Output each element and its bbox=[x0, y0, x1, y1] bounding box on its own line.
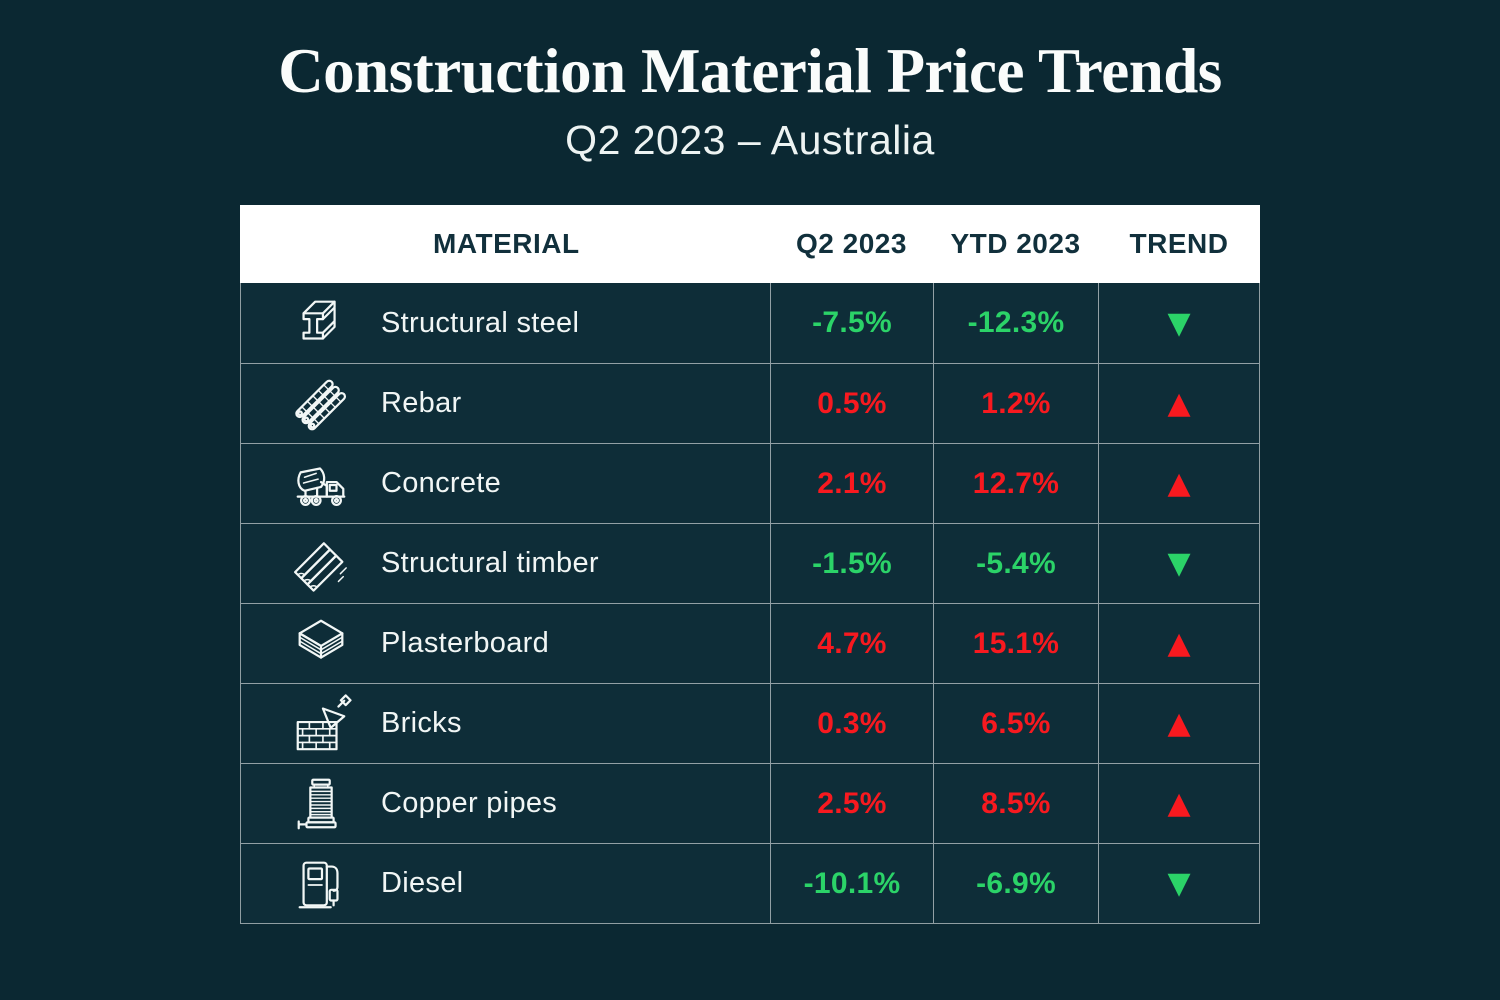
rebar-icon bbox=[289, 372, 353, 436]
material-label: Diesel bbox=[381, 867, 464, 899]
q2-value: 4.7% bbox=[770, 604, 933, 683]
material-label: Rebar bbox=[381, 387, 462, 419]
table-row: Rebar 0.5% 1.2% ▲ bbox=[241, 363, 1259, 443]
q2-value: 0.5% bbox=[770, 364, 933, 443]
column-header-ytd: YTD 2023 bbox=[950, 228, 1081, 259]
q2-value: -10.1% bbox=[770, 844, 933, 923]
diesel-pump-icon bbox=[289, 852, 353, 916]
trend-down-indicator: ▼ bbox=[1098, 524, 1259, 603]
table-row: Bricks 0.3% 6.5% ▲ bbox=[241, 683, 1259, 763]
column-header-q2: Q2 2023 bbox=[796, 228, 907, 259]
q2-value: 2.5% bbox=[770, 764, 933, 843]
trend-up-indicator: ▲ bbox=[1098, 604, 1259, 683]
ytd-value: 1.2% bbox=[933, 364, 1098, 443]
material-label: Concrete bbox=[381, 467, 502, 499]
ytd-value: 15.1% bbox=[933, 604, 1098, 683]
table-row: Copper pipes 2.5% 8.5% ▲ bbox=[241, 763, 1259, 843]
q2-value: 2.1% bbox=[770, 444, 933, 523]
q2-value: 0.3% bbox=[770, 684, 933, 763]
material-label: Copper pipes bbox=[381, 787, 558, 819]
page-subtitle: Q2 2023 – Australia bbox=[565, 117, 935, 163]
copper-pipes-icon bbox=[289, 772, 353, 836]
concrete-mixer-icon bbox=[289, 452, 353, 516]
material-label: Bricks bbox=[381, 707, 462, 739]
trend-down-indicator: ▼ bbox=[1098, 283, 1259, 363]
trend-up-indicator: ▲ bbox=[1098, 444, 1259, 523]
ytd-value: 6.5% bbox=[933, 684, 1098, 763]
table-header-row: MATERIAL Q2 2023 YTD 2023 TREND bbox=[240, 205, 1260, 283]
q2-value: -1.5% bbox=[770, 524, 933, 603]
bricks-icon bbox=[289, 692, 353, 756]
ytd-value: 12.7% bbox=[933, 444, 1098, 523]
plasterboard-icon bbox=[289, 612, 353, 676]
table-row: Plasterboard 4.7% 15.1% ▲ bbox=[241, 603, 1259, 683]
material-label: Plasterboard bbox=[381, 627, 550, 659]
trend-down-indicator: ▼ bbox=[1098, 844, 1259, 923]
table-row: Structural timber -1.5% -5.4% ▼ bbox=[241, 523, 1259, 603]
table-row: Diesel -10.1% -6.9% ▼ bbox=[241, 843, 1259, 923]
table-body: Structural steel -7.5% -12.3% ▼ bbox=[240, 283, 1260, 924]
material-label: Structural timber bbox=[381, 547, 599, 579]
table-row: Structural steel -7.5% -12.3% ▼ bbox=[241, 283, 1259, 363]
trend-up-indicator: ▲ bbox=[1098, 764, 1259, 843]
column-header-trend: TREND bbox=[1129, 228, 1229, 259]
ytd-value: -5.4% bbox=[933, 524, 1098, 603]
material-label: Structural steel bbox=[381, 306, 580, 339]
trend-up-indicator: ▲ bbox=[1098, 684, 1259, 763]
column-header-material: MATERIAL bbox=[433, 228, 580, 259]
q2-value: -7.5% bbox=[770, 283, 933, 363]
steel-ibeam-icon bbox=[289, 291, 353, 355]
ytd-value: -6.9% bbox=[933, 844, 1098, 923]
table-row: Concrete 2.1% 12.7% ▲ bbox=[241, 443, 1259, 523]
ytd-value: 8.5% bbox=[933, 764, 1098, 843]
ytd-value: -12.3% bbox=[933, 283, 1098, 363]
page-title: Construction Material Price Trends bbox=[278, 36, 1222, 106]
trend-up-indicator: ▲ bbox=[1098, 364, 1259, 443]
price-trends-table: MATERIAL Q2 2023 YTD 2023 TREND Structur… bbox=[240, 205, 1260, 924]
timber-icon bbox=[289, 532, 353, 596]
